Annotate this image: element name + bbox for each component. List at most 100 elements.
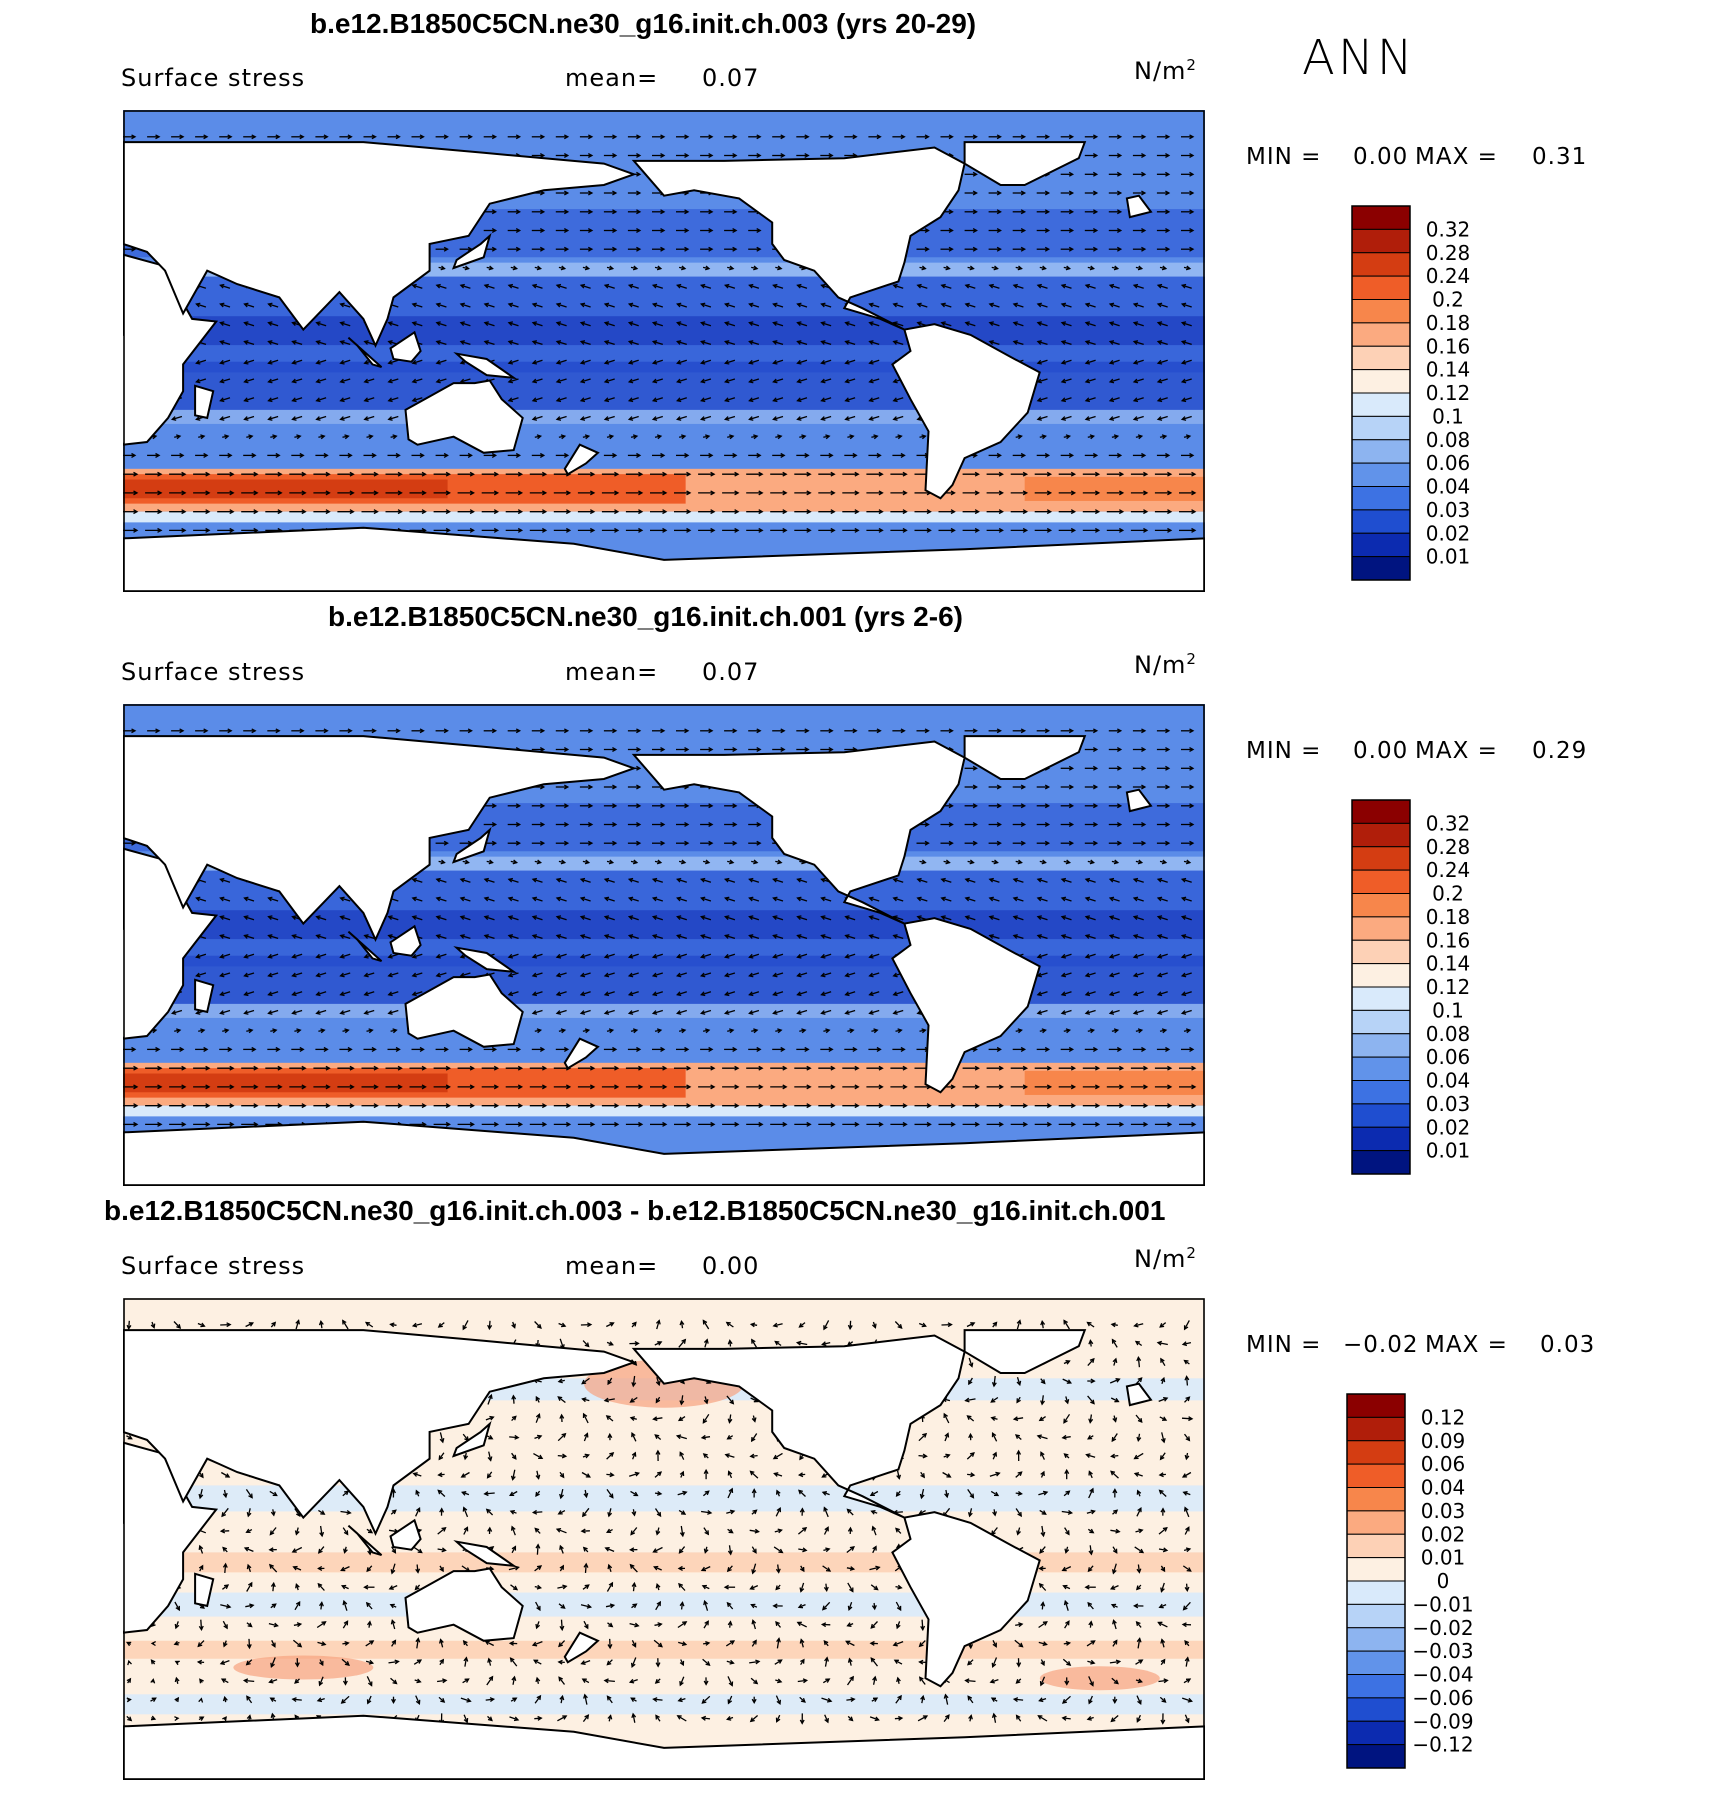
colorbar-tick-label: 0.14 xyxy=(1426,358,1471,382)
landmass-eurasia xyxy=(123,1329,637,1537)
landmass-uk xyxy=(1125,1382,1153,1407)
colorbar-tick-label: −0.04 xyxy=(1412,1663,1473,1687)
panel-1-max-label: MAX = xyxy=(1415,144,1498,170)
colorbar-frame xyxy=(1346,1393,1406,1769)
colorbar-tick-label: 0.28 xyxy=(1426,835,1471,859)
colorbar-tick-label: 0.12 xyxy=(1421,1405,1466,1429)
colorbar-tick-label: 0.18 xyxy=(1426,905,1471,929)
landmass-eurasia xyxy=(123,735,637,943)
colorbar-tick-label: −0.01 xyxy=(1412,1592,1473,1616)
landmass-borneo xyxy=(389,1518,422,1551)
colorbar-segment xyxy=(1351,986,1411,1011)
landmass-madagascar xyxy=(194,978,215,1014)
colorbar-segment xyxy=(1346,1463,1406,1488)
panel-3-title: b.e12.B1850C5CN.ne30_g16.init.ch.003 - b… xyxy=(104,1195,1166,1226)
colorbar-segment xyxy=(1351,1009,1411,1035)
landmass-australia xyxy=(404,973,524,1048)
colorbar-tick-label: 0.03 xyxy=(1426,498,1471,522)
colorbar-tick-label: 0.24 xyxy=(1426,264,1471,288)
colorbar-tick-label: 0.06 xyxy=(1426,1045,1471,1069)
panel-2-max-value: 0.29 xyxy=(1532,738,1588,764)
colorbar-segment xyxy=(1351,799,1411,824)
colorbar-tick-label: −0.06 xyxy=(1412,1686,1473,1710)
colorbar-tick-label: 0.16 xyxy=(1426,334,1471,358)
colorbar-segment xyxy=(1346,1720,1406,1746)
colorbar-segment xyxy=(1351,869,1411,894)
landmass-uk xyxy=(1125,194,1153,219)
colorbar-segment xyxy=(1346,1580,1406,1605)
colorbar-tick-label: 0.14 xyxy=(1426,952,1471,976)
panel-2-map xyxy=(123,704,1205,1186)
colorbar-segment xyxy=(1351,462,1411,487)
panel-2-variable-label: Surface stress xyxy=(121,658,306,686)
colorbar-tick-label: 0 xyxy=(1437,1569,1450,1593)
colorbar-segment xyxy=(1351,1080,1411,1105)
landmass-nz xyxy=(563,1037,600,1070)
colorbar-tick-label: 0.16 xyxy=(1426,928,1471,952)
landmass-sumatra xyxy=(347,1524,383,1557)
coastlines xyxy=(123,735,1205,1186)
panel-3-min-label: MIN = xyxy=(1246,1332,1322,1358)
panel-2-mean-value: 0.07 xyxy=(702,658,760,686)
colorbar-tick-label: 0.01 xyxy=(1426,545,1471,569)
colorbar-tick-label: −0.12 xyxy=(1412,1733,1473,1757)
colorbar-segment xyxy=(1351,275,1411,300)
colorbar-tick-label: 0.04 xyxy=(1421,1476,1466,1500)
colorbar-tick-label: 0.01 xyxy=(1426,1139,1471,1163)
landmass-nz xyxy=(563,1631,600,1664)
colorbar-tick-label: −0.02 xyxy=(1412,1616,1473,1640)
colorbar-tick-label: 0.24 xyxy=(1426,858,1471,882)
colorbar-tick-label: 0.18 xyxy=(1426,311,1471,335)
landmass-greenland xyxy=(963,735,1087,780)
landmass-japan xyxy=(451,826,492,864)
panel-3-min-value: −0.02 xyxy=(1343,1332,1419,1358)
colorbar-segment xyxy=(1346,1487,1406,1512)
panel-1-min-label: MIN = xyxy=(1246,144,1322,170)
colorbar-tick-label: 0.32 xyxy=(1426,811,1471,835)
colorbar-segment xyxy=(1346,1510,1406,1535)
landmass-greenland xyxy=(963,141,1087,186)
colorbar-tick-label: 0.04 xyxy=(1426,475,1471,499)
panel-2-max-label: MAX = xyxy=(1415,738,1498,764)
panel-2-colorbar: 0.320.280.240.20.180.160.140.120.10.080.… xyxy=(1351,799,1471,1175)
panel-2-title: b.e12.B1850C5CN.ne30_g16.init.ch.001 (yr… xyxy=(328,601,963,632)
landmass-japan xyxy=(451,1420,492,1458)
panel-2-units: N/m2 xyxy=(1134,650,1197,679)
colorbar-segment xyxy=(1346,1393,1406,1418)
colorbar-segment xyxy=(1351,252,1411,277)
colorbar-segment xyxy=(1351,322,1411,347)
landmass-america xyxy=(631,146,1041,500)
panel-1-colorbar: 0.320.280.240.20.180.160.140.120.10.080.… xyxy=(1351,205,1471,581)
landmass-africa xyxy=(123,253,219,446)
colorbar-tick-label: 0.06 xyxy=(1421,1452,1466,1476)
colorbar-segment xyxy=(1346,1697,1406,1722)
landmass-ng xyxy=(453,352,518,380)
landmass-ng xyxy=(453,1540,518,1568)
panel-3-max-label: MAX = xyxy=(1425,1332,1508,1358)
colorbar-segment xyxy=(1351,1126,1411,1152)
colorbar-segment xyxy=(1351,1103,1411,1128)
landmass-australia xyxy=(404,379,524,454)
colorbar-tick-label: 0.03 xyxy=(1426,1092,1471,1116)
panel-3-colorbar: 0.120.090.060.040.030.020.010−0.01−0.02−… xyxy=(1346,1393,1474,1769)
panel-1-min-value: 0.00 xyxy=(1353,144,1409,170)
landmass-antarctica xyxy=(123,526,1205,592)
colorbar-tick-label: 0.06 xyxy=(1426,451,1471,475)
colorbar-segment xyxy=(1346,1744,1406,1769)
colorbar-segment xyxy=(1351,486,1411,511)
panel-1-mean-label: mean= xyxy=(565,64,659,92)
colorbar-segment xyxy=(1351,963,1411,988)
landmass-japan xyxy=(451,232,492,270)
colorbar-segment xyxy=(1346,1627,1406,1652)
panel-1-variable-label: Surface stress xyxy=(121,64,306,92)
coastlines xyxy=(123,1329,1205,1780)
colorbar-segment xyxy=(1351,939,1411,965)
colorbar-segment xyxy=(1351,415,1411,441)
panel-2-min-label: MIN = xyxy=(1246,738,1322,764)
landmass-sumatra xyxy=(347,336,383,369)
colorbar-segment xyxy=(1346,1440,1406,1465)
panel-3-mean-label: mean= xyxy=(565,1252,659,1280)
colorbar-segment xyxy=(1351,556,1411,581)
season-label: ANN xyxy=(1302,30,1416,86)
colorbar-tick-label: 0.08 xyxy=(1426,428,1471,452)
